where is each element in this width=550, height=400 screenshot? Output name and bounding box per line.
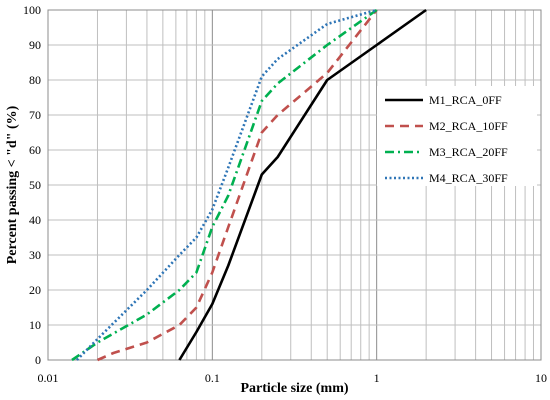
- series-line-3: [71, 8, 378, 362]
- legend-label-1: M1_RCA_0FF: [429, 93, 502, 107]
- series-line-1: [178, 8, 427, 361]
- legend-label-4: M4_RCA_30FF: [429, 171, 508, 185]
- x-tick-label: 0.01: [38, 371, 59, 385]
- x-tick-label: 0.1: [205, 371, 220, 385]
- x-tick-label: 10: [535, 371, 547, 385]
- series-line-2: [96, 9, 378, 362]
- y-tick-label: 50: [29, 178, 41, 192]
- series-layer: [71, 8, 427, 362]
- legend-label-2: M2_RCA_10FF: [429, 119, 508, 133]
- y-axis-title: Percent passing < "d" (%): [5, 105, 20, 264]
- x-tick-label: 1: [374, 371, 380, 385]
- y-tick-label: 0: [35, 353, 41, 367]
- y-tick-label: 80: [29, 73, 41, 87]
- legend-box: [377, 86, 537, 186]
- plot-frame: [47, 9, 542, 361]
- legend: M1_RCA_0FF M2_RCA_10FF M3_RCA_20FF M4_RCA_3…: [377, 86, 537, 186]
- y-tick-label: 90: [29, 38, 41, 52]
- series-line-4: [75, 8, 378, 361]
- y-tick-label: 100: [23, 3, 41, 17]
- y-tick-label: 70: [29, 108, 41, 122]
- y-tick-label: 10: [29, 318, 41, 332]
- y-tick-label: 20: [29, 283, 41, 297]
- legend-label-3: M3_RCA_20FF: [429, 145, 508, 159]
- y-tick-label: 30: [29, 248, 41, 262]
- y-tick-label: 60: [29, 143, 41, 157]
- y-tick-label: 40: [29, 213, 41, 227]
- x-axis-title: Particle size (mm): [240, 381, 348, 396]
